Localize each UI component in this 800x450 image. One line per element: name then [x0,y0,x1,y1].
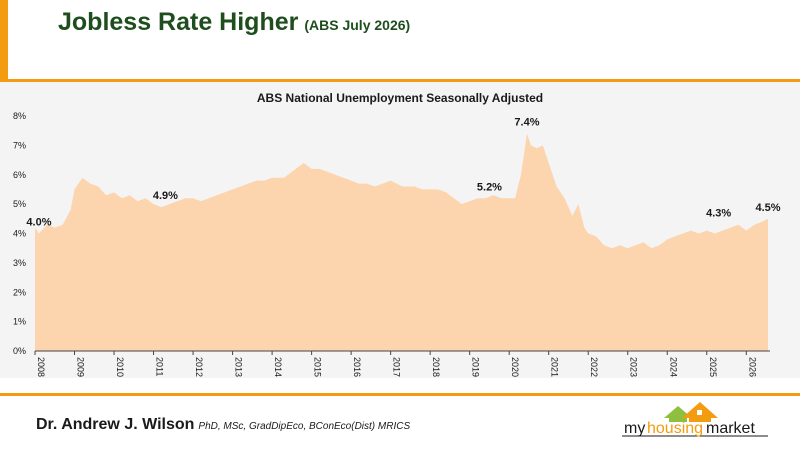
data-label: 4.9% [153,190,178,202]
x-tick-label: 2024 [668,357,678,377]
x-tick-label: 2009 [76,357,86,377]
title-main: Jobless Rate Higher [58,8,299,36]
y-tick-label: 1% [13,317,26,327]
logo-text-housing: housing [647,420,703,437]
y-tick-label: 0% [13,346,26,356]
x-tick-label: 2025 [708,357,718,377]
unemployment-chart: ABS National Unemployment Seasonally Adj… [13,91,781,377]
logo-text-market: market [706,420,755,437]
x-tick-label: 2020 [510,357,520,377]
x-tick-label: 2021 [550,357,560,377]
x-tick-label: 2013 [234,357,244,377]
x-tick-label: 2012 [194,357,204,377]
myhousingmarket-logo: my housing market [620,398,770,442]
top-divider [0,79,800,82]
y-tick-label: 7% [13,140,26,150]
y-tick-label: 8% [13,111,26,121]
data-label: 4.5% [755,202,780,214]
x-tick-label: 2010 [115,357,125,377]
logo-text-my: my [624,420,645,437]
author-name: Dr. Andrew J. Wilson [36,416,195,433]
y-tick-label: 2% [13,287,26,297]
data-label: 4.3% [706,208,731,220]
y-tick-label: 6% [13,170,26,180]
y-tick-label: 4% [13,229,26,239]
bottom-divider [0,393,800,396]
data-label: 4.0% [26,217,51,229]
x-tick-label: 2008 [36,357,46,377]
y-tick-label: 3% [13,258,26,268]
x-tick-label: 2022 [589,357,599,377]
x-tick-label: 2023 [629,357,639,377]
x-tick-label: 2015 [313,357,323,377]
chart-panel: ABS National Unemployment Seasonally Adj… [0,82,800,378]
x-tick-label: 2014 [273,357,283,377]
left-accent-bar [0,0,8,80]
x-tick-label: 2017 [392,357,402,377]
data-label: 5.2% [477,181,502,193]
logo-window-icon [697,410,702,415]
x-tick-label: 2026 [747,357,757,377]
x-tick-label: 2019 [471,357,481,377]
x-tick-label: 2011 [155,357,165,376]
title-subtitle: (ABS July 2026) [304,17,411,33]
x-tick-label: 2018 [431,357,441,377]
author-credentials: PhD, MSc, GradDipEco, BConEco(Dist) MRIC… [198,421,411,432]
series-area [35,133,768,351]
x-tick-label: 2016 [352,357,362,377]
chart-title: ABS National Unemployment Seasonally Adj… [257,91,543,105]
data-label: 7.4% [514,117,539,129]
page-title: Jobless Rate Higher (ABS July 2026) [58,8,410,37]
y-tick-label: 5% [13,199,26,209]
logo-roof-left-icon [664,406,692,418]
logo-house-left-icon [669,416,687,422]
logo-graphic: my housing market [622,402,768,437]
logo-house-right-icon [689,416,711,422]
author-block: Dr. Andrew J. Wilson PhD, MSc, GradDipEco… [36,416,410,434]
